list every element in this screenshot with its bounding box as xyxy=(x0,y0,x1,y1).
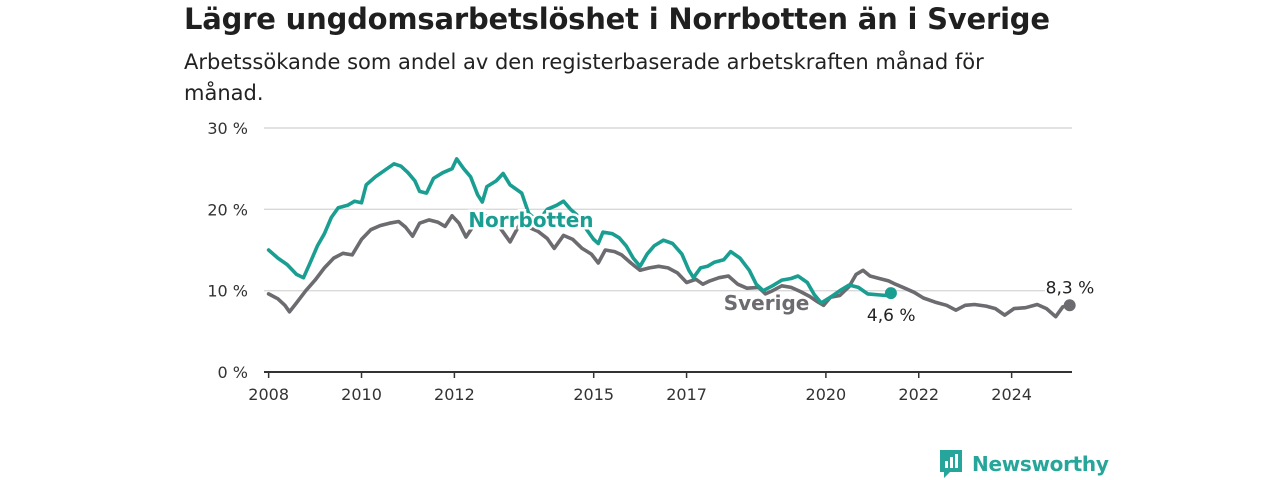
y-tick-label: 10 % xyxy=(207,282,248,301)
chart-title: Lägre ungdomsarbetslöshet i Norrbotten ä… xyxy=(184,2,1050,36)
x-tick-label: 2012 xyxy=(434,385,475,404)
y-tick-label: 20 % xyxy=(207,200,248,219)
x-tick-label: 2017 xyxy=(666,385,707,404)
end-point-norrbotten xyxy=(884,287,897,300)
axes: 0 % 10 % 20 % 30 % 2008 2010 2012 2015 2017 2020 2… xyxy=(207,119,1072,404)
x-tick-label: 2024 xyxy=(991,385,1032,404)
x-tick-label: 2010 xyxy=(341,385,382,404)
x-tick-label: 2008 xyxy=(248,385,289,404)
x-tick-label: 2022 xyxy=(898,385,939,404)
gridlines xyxy=(264,127,1072,292)
newsworthy-brand[interactable]: Newsworthy xyxy=(938,448,1109,480)
x-tick-label: 2020 xyxy=(806,385,847,404)
series-label-norrbotten: Norrbotten xyxy=(468,208,593,232)
series-lines xyxy=(266,157,1076,319)
x-tick-label: 2015 xyxy=(573,385,614,404)
end-value-label-sverige: 8,3 % xyxy=(1046,278,1095,298)
y-tick-label: 0 % xyxy=(218,363,248,382)
series-line-sverige xyxy=(266,214,1072,319)
series-label-sverige: Sverige xyxy=(724,291,810,315)
newsworthy-logo-icon xyxy=(940,450,962,478)
brand-name: Newsworthy xyxy=(972,452,1109,476)
end-value-label-norrbotten: 4,6 % xyxy=(867,306,916,326)
chart-labels: Norrbotten 4,6 % Sverige 8,3 % xyxy=(466,206,1096,328)
chart-subtitle: Arbetssökande som andel av den registerb… xyxy=(184,50,984,105)
y-tick-label: 30 % xyxy=(207,119,248,138)
series-line-norrbotten xyxy=(266,157,893,305)
end-point-sverige xyxy=(1063,299,1076,312)
